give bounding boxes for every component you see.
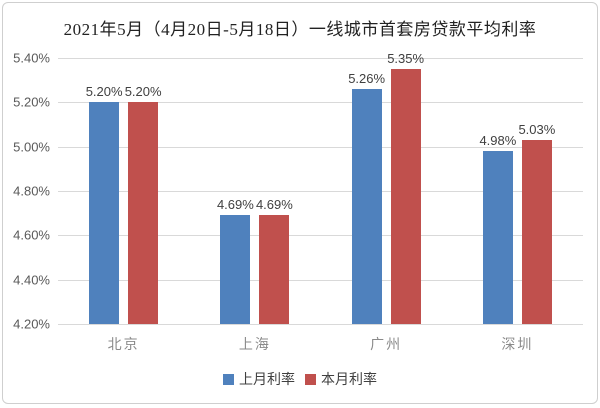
- plot-area: 5.20% 5.20% 4.69% 4.69% 5.26% 5.35% 4.98% 5.03%: [58, 51, 583, 325]
- x-axis-label: 广州: [370, 338, 403, 353]
- bar-slot: 5.26%: [348, 58, 385, 324]
- bar-group: 5.26% 5.35%: [321, 51, 452, 324]
- legend-label: 上月利率: [239, 373, 295, 388]
- bar: [482, 151, 513, 324]
- bar-slot: 4.69%: [256, 58, 293, 324]
- x-axis-label: 上海: [238, 338, 271, 353]
- bar: [521, 140, 552, 324]
- y-axis-tick: 5.00%: [13, 139, 50, 155]
- gridline: [58, 58, 583, 59]
- x-axis-label: 北京: [107, 338, 140, 353]
- bar-group: 4.69% 4.69%: [189, 58, 320, 324]
- y-axis-tick: 4.40%: [13, 272, 50, 288]
- bar-value-label: 5.26%: [348, 71, 386, 87]
- gridline: [58, 191, 583, 192]
- bar: [128, 102, 159, 324]
- legend-swatch: [305, 373, 316, 385]
- bar-value-label: 4.69%: [216, 197, 254, 213]
- gridline: [58, 146, 583, 148]
- bar-slot: 4.98%: [479, 58, 516, 324]
- chart-panel: 2021年5月（4月20日-5月18日）一线城市首套房贷款平均利率 5.40% 5…: [2, 2, 598, 404]
- bar-value-label: 5.35%: [387, 51, 425, 67]
- bar-group: 4.98% 5.03%: [452, 58, 583, 324]
- y-axis-tick: 5.40%: [13, 50, 50, 66]
- bar: [89, 102, 120, 324]
- bar-value-label: 4.98%: [479, 133, 517, 149]
- bar: [390, 69, 421, 324]
- gridline: [58, 324, 583, 325]
- gridline: [58, 102, 583, 104]
- bar-slot: 5.20%: [86, 58, 123, 324]
- bar: [259, 215, 290, 324]
- bar-value-label: 5.20%: [124, 84, 162, 100]
- bar-slot: 4.69%: [217, 58, 254, 324]
- bar-value-label: 5.20%: [85, 84, 123, 100]
- bar-value-label: 5.03%: [518, 122, 556, 138]
- legend-item: 上月利率: [223, 369, 295, 389]
- bar-slot: 5.35%: [387, 51, 424, 324]
- bar-slot: 5.20%: [125, 58, 162, 324]
- x-axis: 北京 上海 广州 深圳: [58, 334, 583, 354]
- bar-value-label: 4.69%: [255, 197, 293, 213]
- gridline: [58, 235, 583, 237]
- y-axis-tick: 4.20%: [13, 316, 50, 332]
- legend-item: 本月利率: [305, 369, 377, 389]
- y-axis: 5.40% 5.20% 5.00% 4.80% 4.60% 4.40% 4.20%: [3, 51, 50, 332]
- y-axis-tick: 4.60%: [13, 227, 50, 243]
- bar: [220, 215, 251, 324]
- bar-slot: 5.03%: [518, 58, 555, 324]
- chart-title: 2021年5月（4月20日-5月18日）一线城市首套房贷款平均利率: [63, 20, 537, 39]
- gridline: [58, 279, 583, 281]
- x-axis-label: 深圳: [501, 338, 534, 353]
- legend-label: 本月利率: [321, 373, 377, 388]
- y-axis-tick: 5.20%: [13, 94, 50, 110]
- legend-swatch: [223, 373, 234, 385]
- y-axis-tick: 4.80%: [13, 183, 50, 199]
- legend: 上月利率 本月利率: [3, 369, 597, 389]
- bar-group: 5.20% 5.20%: [58, 58, 189, 324]
- bar: [351, 89, 382, 324]
